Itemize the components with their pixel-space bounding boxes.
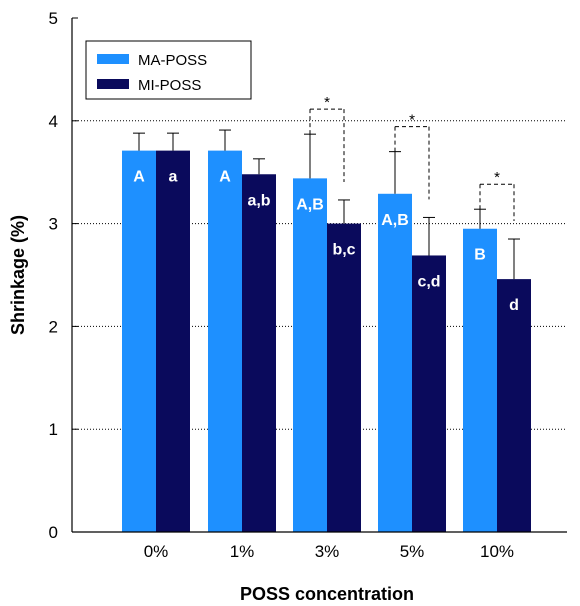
significance-brackets: * * * — [309, 94, 515, 222]
bar-letter-label: d — [509, 297, 519, 314]
bars — [122, 150, 531, 533]
bar-letter-label: A — [133, 169, 145, 186]
legend-swatch-ma-poss — [97, 54, 129, 64]
bar-mi-poss — [242, 174, 276, 533]
y-tick-label: 0 — [49, 523, 58, 542]
y-tick-label: 5 — [49, 9, 58, 28]
bar-letter-label: A — [219, 169, 231, 186]
bar-ma-poss — [208, 150, 242, 532]
tick-labels: 0 1 2 3 4 5 0% 1% 3% 5% 10% — [49, 9, 514, 561]
bar-letter-label: a,b — [247, 192, 270, 209]
y-axis-title: Shrinkage (%) — [8, 215, 28, 335]
bar-ma-poss — [378, 193, 412, 532]
bar-letter-label: b,c — [332, 242, 355, 259]
x-tick-label: 5% — [400, 542, 425, 561]
x-tick-label: 10% — [480, 542, 514, 561]
bar-letter-label: A,B — [381, 212, 409, 229]
y-tick-label: 3 — [49, 215, 58, 234]
bar-letter-label: c,d — [417, 273, 440, 290]
bar-letter-label: B — [474, 247, 486, 264]
bar-ma-poss — [463, 228, 497, 533]
y-tick-label: 1 — [49, 420, 58, 439]
bar-mi-poss — [156, 150, 190, 532]
bar-ma-poss — [122, 150, 156, 532]
bar-letter-label: A,B — [296, 196, 324, 213]
legend-label-ma-poss: MA-POSS — [138, 52, 207, 69]
bar-ma-poss — [293, 178, 327, 533]
error-bars — [133, 129, 520, 280]
significance-asterisk: * — [324, 94, 330, 111]
y-tick-label: 4 — [49, 112, 58, 131]
bar-mi-poss — [412, 255, 446, 532]
bar-mi-poss — [327, 223, 361, 532]
axes — [71, 17, 567, 533]
y-tick-label: 2 — [49, 317, 58, 336]
x-tick-label: 0% — [144, 542, 169, 561]
legend-swatch-mi-poss — [97, 79, 129, 89]
bar-letter-labels: A A A,B A,B Ba a,b b,c c,d d — [133, 169, 519, 315]
significance-asterisk: * — [494, 169, 500, 186]
bar-mi-poss — [497, 279, 531, 532]
bar-letter-label: a — [169, 169, 178, 186]
legend: MA-POSS MI-POSS — [85, 40, 252, 100]
x-tick-label: 3% — [315, 542, 340, 561]
legend-label-mi-poss: MI-POSS — [138, 77, 201, 94]
significance-asterisk: * — [409, 112, 415, 129]
x-axis-title: POSS concentration — [240, 584, 414, 604]
legend-box — [85, 40, 252, 100]
x-tick-label: 1% — [230, 542, 255, 561]
